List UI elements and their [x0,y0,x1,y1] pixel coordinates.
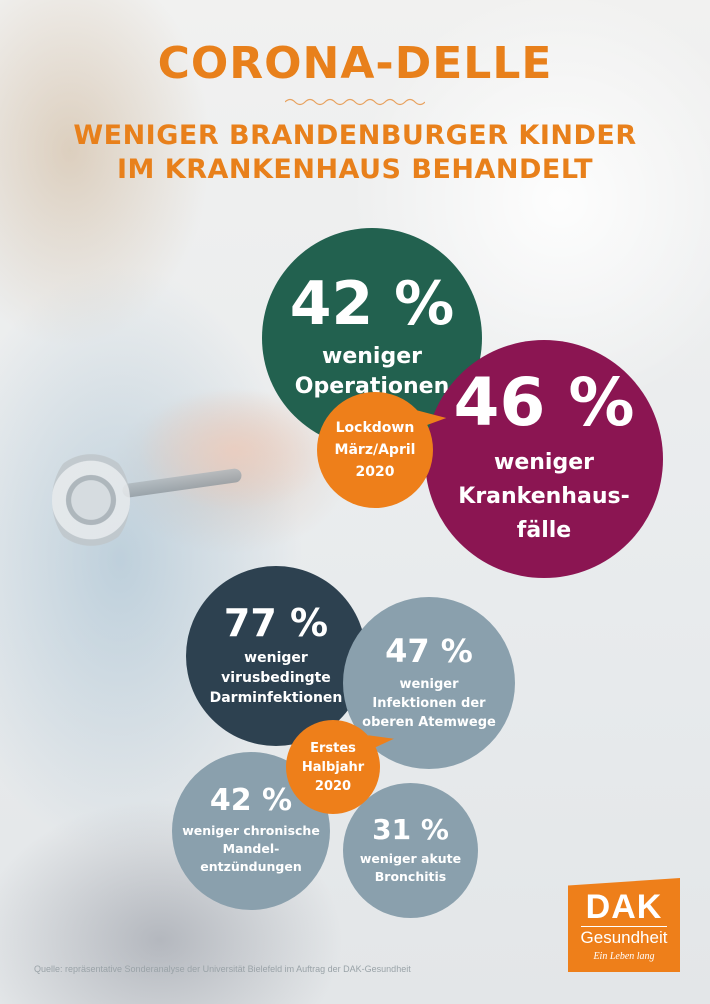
stat-label-line: fälle [516,518,572,543]
stat-percent: 42 % [289,269,455,339]
stat-bubble-bronchitis: 31 % weniger akute Bronchitis [343,783,478,918]
period-label-line: 2020 [314,778,352,794]
stat-label: weniger Operationen [295,342,449,402]
stat-label-line: Bronchitis [374,868,447,884]
logo-slogan: Ein Leben lang [593,951,655,962]
period-badge-lockdown: Lockdown März/April 2020 [317,392,433,508]
stat-label-line: oberen Atemwege [362,714,496,730]
stat-label: weniger akute Bronchitis [360,850,461,886]
wave-divider [285,98,425,106]
stat-percent: 31 % [372,812,449,846]
source-note: Quelle: repräsentative Sonderanalyse der… [34,964,411,974]
stat-label-line: Infektionen der [372,695,486,711]
stat-label-line: weniger [399,676,459,692]
stat-percent: 47 % [385,631,473,670]
subtitle-line-1: WENIGER BRANDENBURGER KINDER [73,120,637,151]
period-label-line: März/April [334,442,416,458]
period-label: Lockdown März/April 2020 [335,417,416,483]
stat-label-line: weniger chronische [182,823,320,838]
stat-label: weniger Infektionen der oberen Atemwege [362,675,496,732]
stat-label: weniger Krankenhaus- fälle [458,446,629,548]
period-badge-halbjahr: Erstes Halbjahr 2020 [286,720,380,814]
stat-label-line: Krankenhaus- [458,484,630,509]
stat-label-line: weniger [322,344,422,369]
subtitle-line-2: IM KRANKENHAUS BEHANDELT [116,154,594,185]
stat-label-line: entzündungen [200,859,302,874]
page-title: CORONA-DELLE [157,38,553,89]
dak-logo: DAK Gesundheit Ein Leben lang [568,878,680,972]
logo-name: Gesundheit [580,926,668,947]
stat-label-line: Mandel- [222,841,280,856]
period-label-line: Halbjahr [301,759,365,775]
stat-label: weniger chronische Mandel- entzündungen [182,822,320,876]
stat-label-line: weniger [494,450,594,475]
stat-label-line: weniger akute [359,850,462,866]
stat-bubble-krankenhausfaelle: 46 % weniger Krankenhaus- fälle [425,340,663,578]
stat-percent: 46 % [453,364,635,441]
period-label: Erstes Halbjahr 2020 [302,739,364,796]
stat-label-line: weniger [244,650,308,666]
stat-bubble-darminfektionen: 77 % weniger virusbedingte Darminfektion… [186,566,366,746]
stat-percent: 77 % [223,601,329,645]
stat-label: weniger virusbedingte Darminfektionen [210,648,343,708]
page-subtitle: WENIGER BRANDENBURGER KINDER IM KRANKENH… [0,119,710,187]
period-label-line: Lockdown [335,420,415,436]
stat-label-line: Darminfektionen [209,690,343,706]
stat-label-line: virusbedingte [221,670,331,686]
stethoscope-icon [52,448,130,552]
logo-brand: DAK [585,888,663,926]
stat-percent: 42 % [209,783,293,818]
period-label-line: 2020 [355,464,395,480]
period-label-line: Erstes [310,740,356,756]
header: CORONA-DELLE WENIGER BRANDENBURGER KINDE… [0,38,710,187]
